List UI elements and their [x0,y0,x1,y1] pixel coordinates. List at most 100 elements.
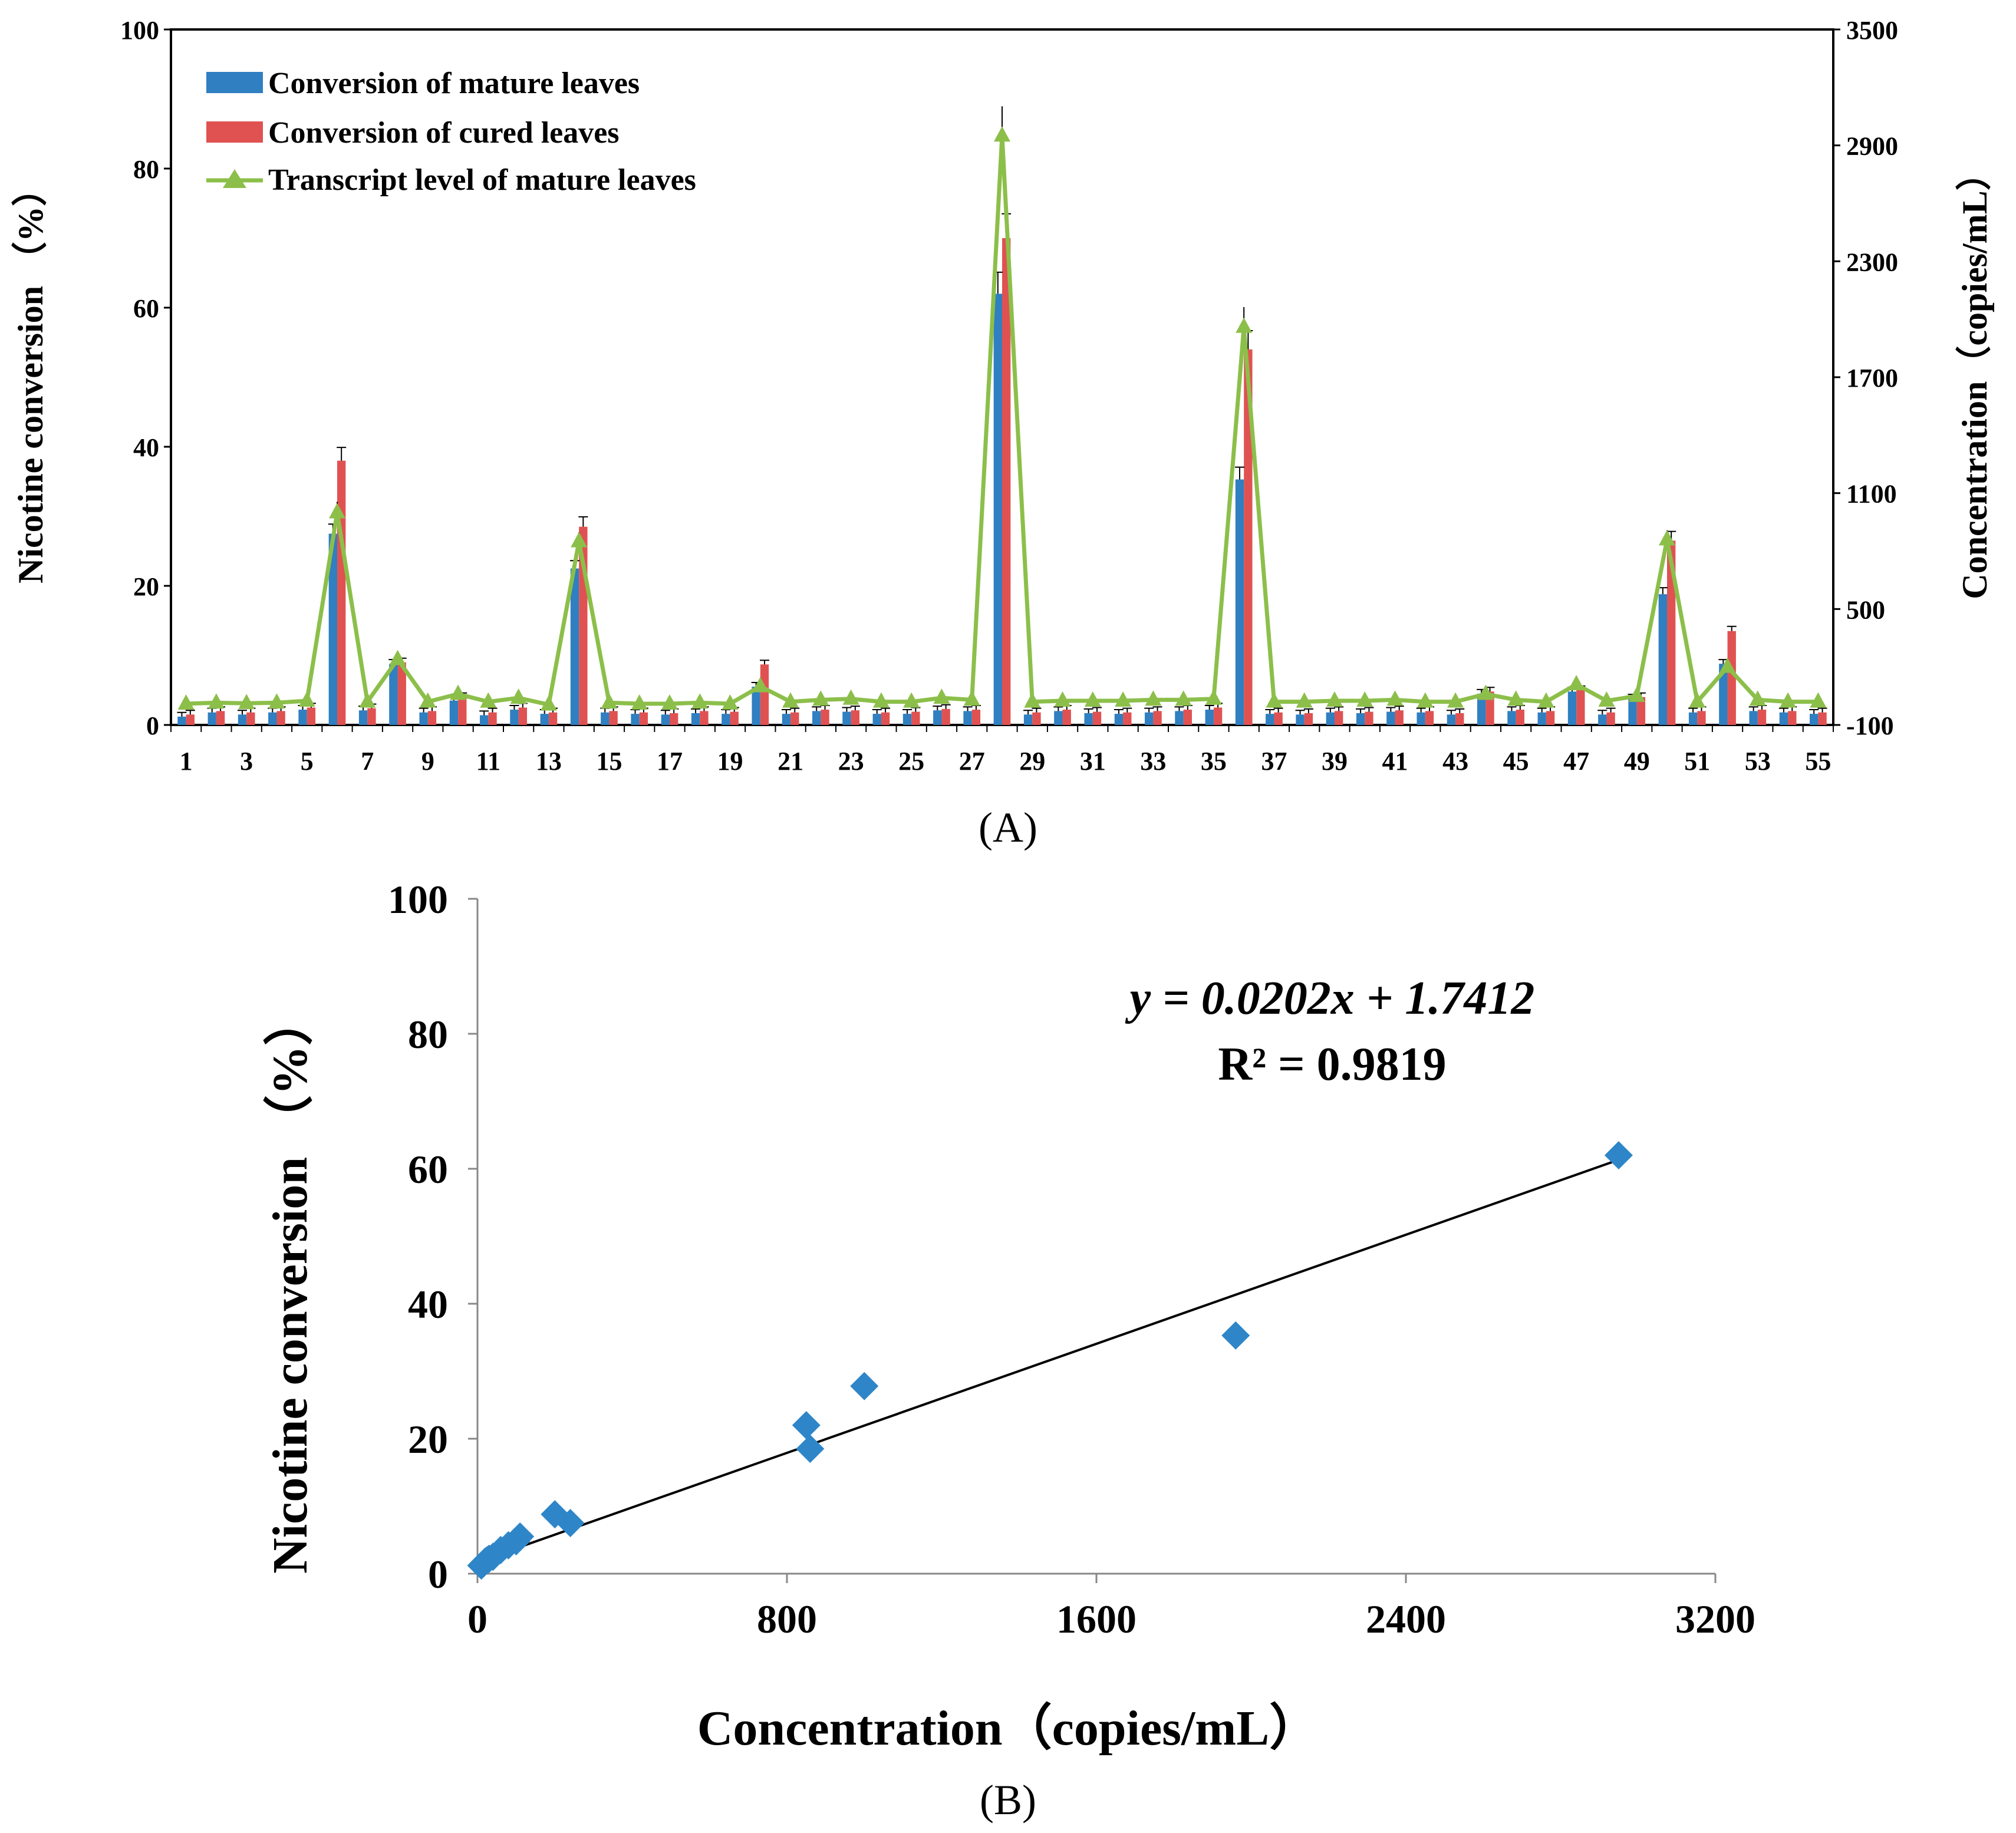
bar-mature [1084,713,1093,725]
x-tick-label: 5 [301,747,314,776]
transcript-marker [298,691,315,707]
transcript-marker [1749,690,1766,706]
bar-mature [601,712,610,725]
y2-tick-label: -100 [1846,711,1894,740]
bar-mature [268,712,277,725]
bar-cured [1183,710,1192,725]
bar-mature [1688,712,1698,725]
scatter-point [1221,1321,1250,1350]
bar-cured [1606,712,1615,725]
bar-cured [971,710,981,725]
transcript-marker [631,694,648,710]
bar-cured [1425,711,1434,725]
legend-label-transcript: Transcript level of mature leaves [268,163,696,197]
transcript-marker [480,692,497,708]
bar-mature [1810,714,1819,725]
chart-b-y-axis-label: Nicotine conversion （%） [263,996,318,1574]
bar-cured [1335,711,1343,725]
bar-cured [1788,711,1797,725]
b-y-tick-label: 0 [428,1552,448,1597]
b-x-tick-label: 1600 [1056,1597,1137,1641]
bar-mature [449,700,459,725]
bar-cured [941,708,950,725]
b-x-tick-label: 2400 [1366,1597,1446,1641]
bar-cured [1546,711,1555,725]
transcript-marker [1689,692,1706,708]
bar-cured [1213,707,1223,725]
bar-mature [1023,714,1033,725]
chart-a-legend: Conversion of mature leaves Conversion o… [206,67,696,197]
x-tick-label: 43 [1442,747,1468,776]
scatter-point [792,1411,821,1440]
transcript-marker [903,692,920,708]
x-tick-label: 41 [1382,747,1408,776]
transcript-marker [450,684,467,700]
x-tick-label: 19 [717,747,743,776]
transcript-marker [1236,317,1253,333]
transcript-marker [812,690,829,706]
transcript-marker [268,693,285,709]
transcript-marker [1568,675,1585,691]
bar-mature [782,714,791,725]
transcript-marker [1719,657,1736,673]
y2-tick-label: 1100 [1846,480,1897,509]
chart-b-x-axis-label: Concentration（copies/mL） [697,1701,1319,1756]
x-tick-label: 9 [421,747,434,776]
chart-a: 0 20 40 60 80 100 -100 500 1100 1700 2300 2900 3500 1… [11,16,1994,851]
bar-mature [1567,691,1577,725]
bar-mature [1749,711,1758,725]
bar-mature [1628,698,1637,725]
bar-mature [933,710,942,725]
transcript-marker [661,694,678,710]
b-y-tick-label: 100 [388,877,448,922]
bar-cured [670,713,678,725]
bar-cured [1818,712,1827,725]
transcript-marker [329,503,345,519]
bar-cured [458,697,467,725]
x-tick-label: 55 [1805,747,1831,776]
x-tick-label: 15 [596,747,622,776]
transcript-marker [1175,690,1192,706]
x-tick-label: 49 [1624,747,1650,776]
transcript-marker [571,532,588,548]
bar-cured [760,664,769,725]
bar-mature [358,710,368,725]
b-x-tick-label: 0 [467,1597,487,1641]
b-x-tick-label: 800 [757,1597,817,1641]
transcript-marker [1326,691,1343,707]
bar-cured [216,711,225,725]
transcript-marker [752,677,769,693]
bar-mature [691,713,700,725]
bar-mature [177,716,186,725]
x-tick-label: 1 [180,747,193,776]
transcript-marker [1477,684,1494,700]
transcript-marker [177,694,195,710]
x-tick-label: 29 [1019,747,1045,776]
transcript-marker [419,692,436,708]
x-tick-label: 47 [1563,747,1589,776]
scatter-point [506,1522,535,1551]
legend-swatch-cured [206,121,263,143]
chart-a-y2-axis-label: Concentration（copies/mL） [1955,155,1994,599]
transcript-marker [963,690,980,706]
transcript-marker [1447,692,1464,708]
transcript-marker [207,693,225,709]
x-tick-label: 31 [1080,747,1106,776]
transcript-marker [1659,530,1675,546]
transcript-marker [1598,691,1615,707]
scatter-point [850,1372,879,1400]
bar-cured [609,711,618,725]
bar-cured [790,712,799,725]
panel-label-a: (A) [979,804,1037,851]
y2-tick-label: 2900 [1846,132,1898,161]
bar-mature [1145,712,1154,725]
bar-cured [246,712,255,725]
transcript-marker [510,688,527,704]
y-tick-label: 20 [133,572,159,601]
bar-cured [427,711,437,725]
bar-mature [902,714,912,725]
transcript-marker [722,694,739,710]
transcript-marker [359,692,376,708]
bar-mature [993,294,1002,725]
